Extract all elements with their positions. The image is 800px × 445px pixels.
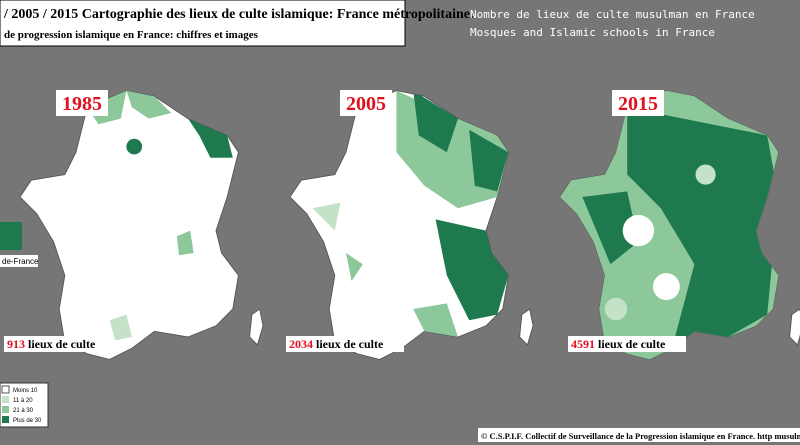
count-number: 4591 bbox=[571, 337, 595, 351]
legend: Moins 10 11 à 20 21 à 30 Plus de 30 bbox=[0, 382, 49, 428]
legend-item: 11 à 20 bbox=[13, 398, 33, 404]
subtitle: de progression islamique en France: chif… bbox=[4, 29, 259, 41]
legend-item: Plus de 30 bbox=[13, 418, 42, 424]
counts: 913 lieux de culte 2034 lieux de culte 4… bbox=[4, 336, 686, 352]
year-labels: 1985 2005 2015 bbox=[56, 90, 664, 116]
count-box bbox=[4, 336, 112, 352]
count-box bbox=[568, 336, 686, 352]
heading: Mosques and Islamic schools in France bbox=[470, 26, 715, 39]
title-box: / 2005 / 2015 Cartographie des lieux de … bbox=[0, 0, 473, 47]
year: 2015 bbox=[618, 93, 658, 115]
count-label: lieux de culte bbox=[598, 337, 666, 351]
count: 2034 lieux de culte bbox=[289, 337, 384, 351]
year: 2005 bbox=[346, 93, 386, 115]
inset-label: de-France bbox=[2, 257, 39, 266]
count-number: 913 bbox=[7, 337, 25, 351]
footer: © C.S.P.I.F. Collectif de Surveillance d… bbox=[481, 431, 800, 441]
heading: Nombre de lieux de culte musulman en Fra… bbox=[470, 8, 755, 21]
year-box bbox=[340, 90, 392, 116]
title: / 2005 / 2015 Cartographie des lieux de … bbox=[3, 7, 473, 22]
inset bbox=[0, 222, 22, 250]
footer-box bbox=[478, 428, 800, 442]
count: 913 lieux de culte bbox=[7, 337, 96, 351]
year-box bbox=[612, 90, 664, 116]
inset-label-box bbox=[0, 255, 38, 267]
year: 1985 bbox=[62, 93, 102, 115]
count-label: lieux de culte bbox=[28, 337, 96, 351]
count-label: lieux de culte bbox=[316, 337, 384, 351]
count-box bbox=[286, 336, 404, 352]
legend-item: 21 à 30 bbox=[13, 408, 34, 414]
count-number: 2034 bbox=[289, 337, 313, 351]
legend-item: Moins 10 bbox=[13, 388, 38, 394]
year-box bbox=[56, 90, 108, 116]
title-frame bbox=[0, 0, 406, 47]
count: 4591 lieux de culte bbox=[571, 337, 666, 351]
